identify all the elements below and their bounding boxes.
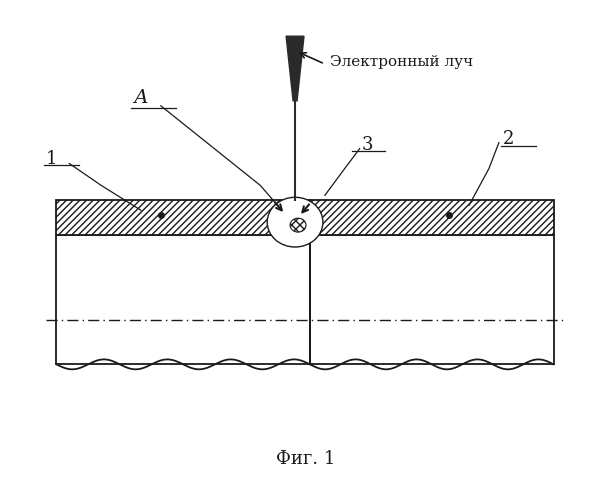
Ellipse shape: [290, 218, 306, 232]
Text: А: А: [134, 89, 148, 107]
Polygon shape: [310, 200, 554, 235]
Text: 1: 1: [46, 150, 57, 168]
Polygon shape: [286, 36, 304, 101]
Ellipse shape: [267, 198, 323, 247]
Polygon shape: [56, 200, 310, 235]
Polygon shape: [56, 235, 310, 364]
Polygon shape: [310, 235, 554, 364]
Text: Фиг. 1: Фиг. 1: [276, 450, 335, 468]
Text: 3: 3: [362, 136, 373, 154]
Text: Электронный луч: Электронный луч: [330, 55, 473, 69]
Text: 2: 2: [503, 130, 514, 148]
